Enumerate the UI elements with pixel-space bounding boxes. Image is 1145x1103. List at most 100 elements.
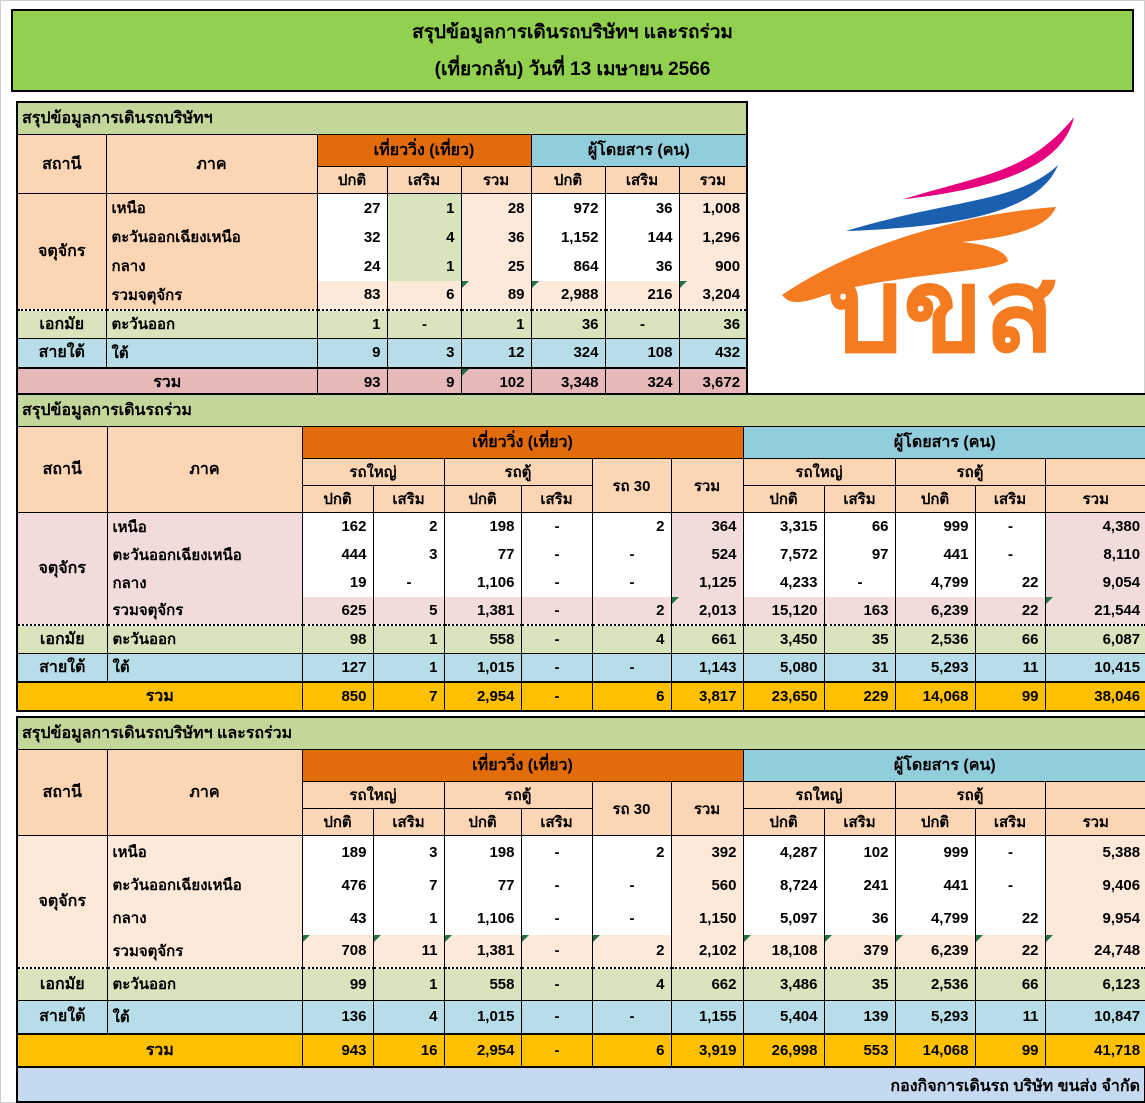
value-cell: 83 (316, 280, 388, 310)
value-cell: 2 (372, 512, 445, 541)
value-cell: 144 (604, 222, 680, 252)
value-cell: - (520, 512, 593, 541)
value-cell: 36 (823, 901, 896, 935)
value-cell: 3 (372, 540, 445, 569)
col-header-station: สถานี (16, 749, 108, 836)
region-cell: รวมจตุจักร (106, 934, 303, 968)
value-cell: 36 (460, 222, 532, 252)
table-row: รวม 93 9 102 3,348 324 3,672 (16, 366, 748, 397)
value-cell: 41,718 (1044, 1032, 1145, 1067)
value-cell: 1 (386, 193, 462, 223)
value-cell: 4,799 (894, 901, 976, 935)
value-cell: 27 (316, 193, 388, 223)
value-cell: 558 (443, 623, 522, 653)
logo-orange-swoosh (782, 207, 1056, 303)
value-cell: 1,106 (443, 568, 522, 597)
value-cell: 136 (301, 1000, 374, 1034)
value-cell: 662 (670, 966, 744, 1001)
value-cell: 241 (823, 868, 896, 902)
table-row: ตะวันออกเฉียงเหนือ 444 3 77- -524 7,572 97 441-… (17, 540, 1145, 569)
col-header-van: รถตู้ (894, 458, 1046, 486)
value-cell: 19 (301, 568, 374, 597)
value-cell: 5,404 (742, 1000, 825, 1034)
group-header-trips: เที่ยววิ่ง (เที่ยว) (316, 134, 532, 167)
col-header-region: ภาค (106, 749, 303, 836)
table-row: รวมจตุจักร 708 11 1,381-2 2,102 18,108 379 6,23… (17, 934, 1145, 968)
table-row: ตะวันออกเฉียงเหนือ 476 7 77- -560 8,724 241 441… (17, 868, 1145, 902)
value-cell: 972 (530, 193, 606, 223)
value-cell: 6 (386, 280, 462, 310)
value-cell: 1,106 (443, 901, 522, 935)
value-cell: 1 (372, 966, 445, 1001)
value-cell: 3,486 (742, 966, 825, 1001)
value-cell: 3,204 (678, 280, 748, 310)
value-cell: 66 (823, 512, 896, 541)
combined-table-title: สรุปข้อมูลการเดินรถบริษัทฯ และรถร่วม (16, 716, 1145, 750)
value-cell: 432 (678, 338, 748, 368)
excel-error-indicator-icon (303, 934, 310, 942)
value-cell: 5,293 (894, 652, 976, 682)
value-cell: 1,155 (670, 1000, 744, 1034)
value-cell: - (520, 1000, 593, 1034)
value-cell: 66 (974, 966, 1046, 1001)
station-cell: สายใต้ (16, 338, 107, 368)
station-cell: สายใต้ (16, 652, 108, 682)
col-header-normal: ปกติ (301, 808, 374, 836)
col-header-extra: เสริม (372, 808, 445, 836)
value-cell: 1,125 (670, 568, 744, 597)
excel-error-indicator-icon (593, 934, 600, 942)
grand-total-label: รวม (16, 1032, 303, 1067)
value-cell: 1,381 (443, 596, 522, 625)
value-cell: 1,143 (670, 652, 744, 682)
station-cell: เอกมัย (16, 308, 107, 339)
group-header-trips: เที่ยววิ่ง (เที่ยว) (301, 749, 744, 782)
excel-error-indicator-icon (672, 596, 679, 604)
value-cell: 198 (443, 512, 522, 541)
excel-error-indicator-icon (1046, 596, 1053, 604)
value-cell: 2,536 (894, 623, 976, 653)
value-cell: 708 (301, 934, 374, 968)
col-header-van: รถตู้ (443, 458, 593, 486)
value-cell: 127 (301, 652, 374, 682)
value-cell: 77 (443, 540, 522, 569)
region-cell: ใต้ (106, 1000, 303, 1034)
excel-error-indicator-icon (825, 934, 832, 942)
value-cell: - (520, 680, 593, 711)
col-header-van: รถตู้ (443, 781, 593, 809)
excel-error-indicator-icon (374, 934, 381, 942)
value-cell: 18,108 (742, 934, 825, 968)
col-header-big-bus: รถใหญ่ (742, 458, 896, 486)
table-row: เอกมัย ตะวันออก 98 1 558-4 661 3,450 35 2,536 66 6… (16, 623, 1145, 653)
value-cell: 28 (460, 193, 532, 223)
value-cell: - (520, 966, 593, 1001)
value-cell: - (520, 1032, 593, 1067)
col-header-normal: ปกติ (301, 485, 374, 513)
value-cell: 8,110 (1044, 540, 1145, 569)
value-cell: 2,102 (670, 934, 744, 968)
value-cell: 216 (604, 280, 680, 310)
value-cell: 850 (301, 680, 374, 711)
value-cell: 11 (974, 652, 1046, 682)
col-header-extra: เสริม (372, 485, 445, 513)
table-row: รวมจตุจักร 625 5 1,381-2 2,013 15,120 163 6,239… (17, 596, 1145, 625)
excel-error-indicator-icon (680, 280, 687, 288)
region-cell: ตะวันออกเฉียงเหนือ (106, 868, 303, 902)
col-header-total: รวม (670, 458, 744, 513)
value-cell: 1,015 (443, 652, 522, 682)
value-cell: 864 (530, 251, 606, 281)
value-cell: 6 (591, 680, 672, 711)
group-header-passengers: ผู้โดยสาร (คน) (742, 426, 1145, 459)
value-cell: 2 (591, 835, 672, 869)
value-cell: 1,015 (443, 1000, 522, 1034)
station-cell: เอกมัย (16, 623, 108, 653)
value-cell: - (520, 652, 593, 682)
value-cell: 12 (460, 338, 532, 368)
value-cell: - (974, 512, 1046, 541)
value-cell: 10,847 (1044, 1000, 1145, 1034)
value-cell: 6,123 (1044, 966, 1145, 1001)
value-cell: 9 (386, 366, 462, 397)
joint-table: สรุปข้อมูลการเดินรถร่วม สถานี ภาค เที่ยว… (16, 393, 1145, 712)
value-cell: 5 (372, 596, 445, 625)
excel-error-indicator-icon (522, 934, 529, 942)
